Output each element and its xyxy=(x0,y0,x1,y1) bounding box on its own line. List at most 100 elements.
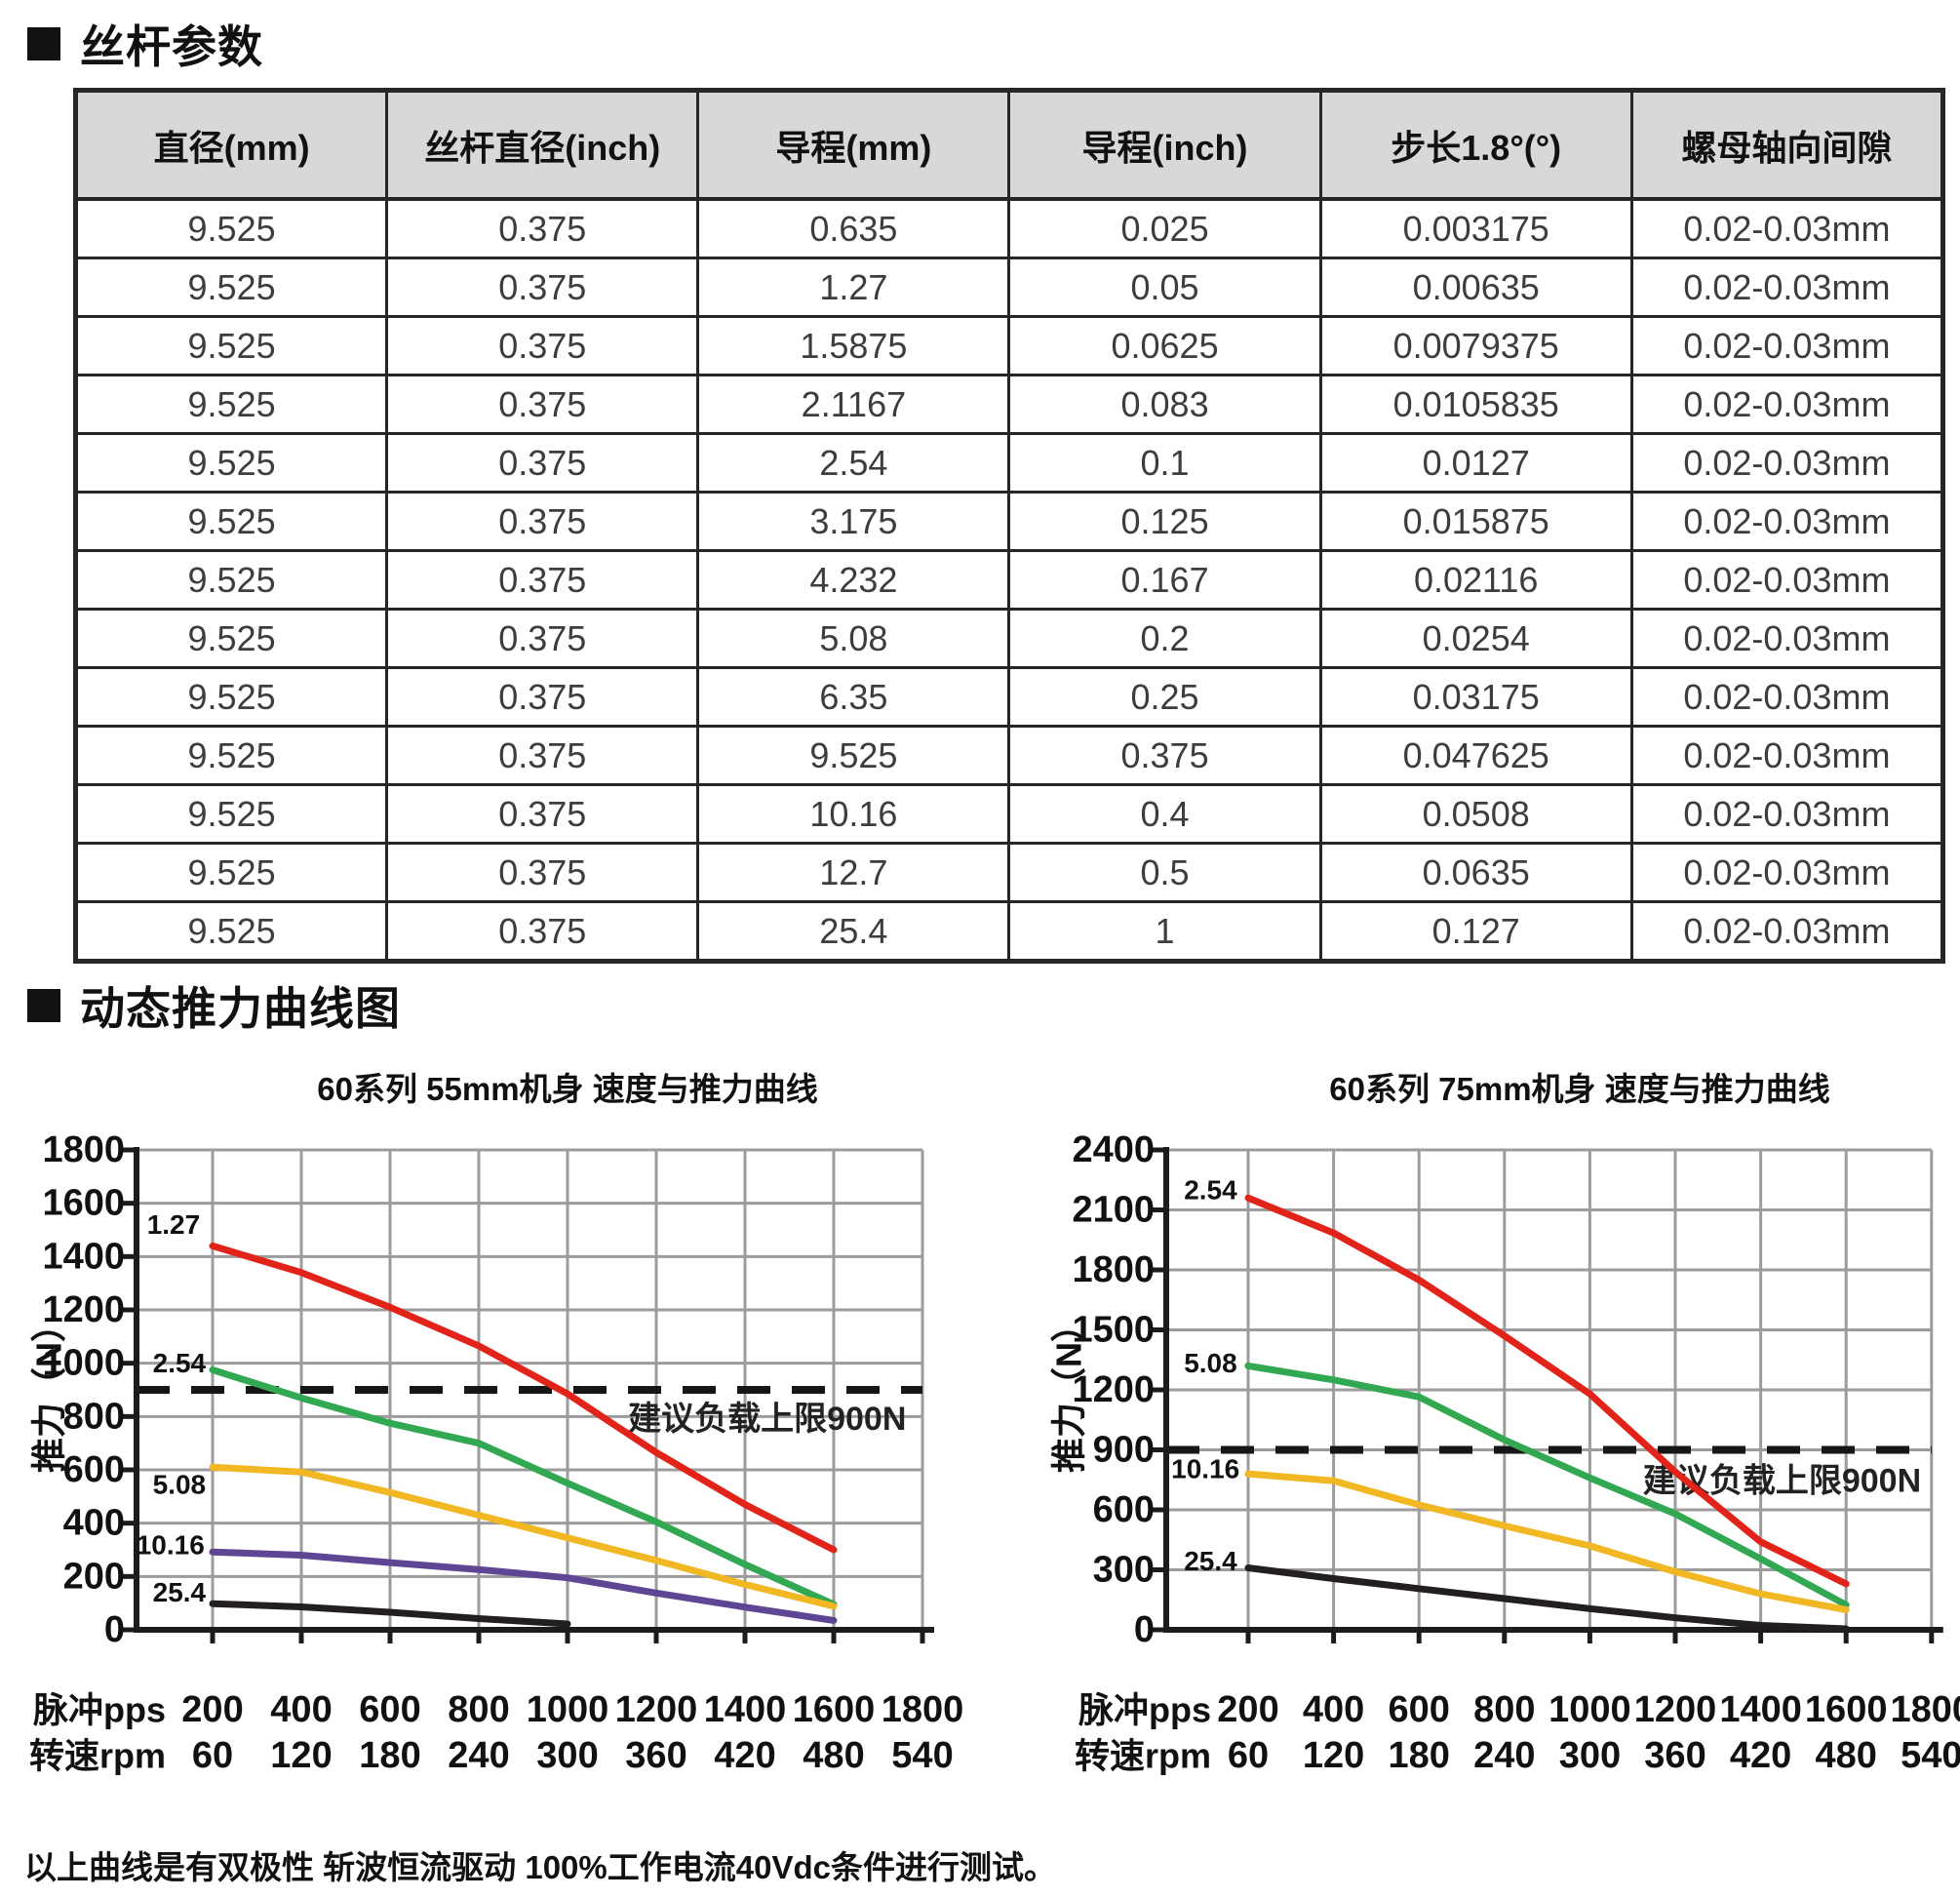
x-tick-label: 800 xyxy=(1473,1689,1535,1730)
table-row: 9.525 0.375 10.16 0.4 0.0508 0.02-0.03mm xyxy=(73,783,1945,845)
table-cell: 0.1 xyxy=(1007,432,1322,494)
table-cell: 0.02116 xyxy=(1318,549,1633,611)
table-cell: 0.03175 xyxy=(1318,666,1633,728)
table-cell: 0.375 xyxy=(385,432,700,494)
section-heading-thrust-curves: 动态推力曲线图 xyxy=(27,973,401,1038)
curve-25.4 xyxy=(209,1600,571,1628)
table-cell: 9.525 xyxy=(73,666,389,728)
table-cell: 9.525 xyxy=(73,197,389,259)
x-tick-label: 420 xyxy=(714,1735,775,1776)
y-tick-label: 900 xyxy=(1093,1430,1155,1471)
y-axis-unit-label: 推力（N） xyxy=(1049,1307,1089,1473)
y-tick-label: 200 xyxy=(63,1556,125,1597)
y-tick-label: 1000 xyxy=(42,1343,125,1384)
table-cell: 0.02-0.03mm xyxy=(1629,900,1945,963)
x-tick-label: 1000 xyxy=(527,1689,609,1730)
y-tick-label: 0 xyxy=(1134,1609,1155,1650)
table-cell: 0.127 xyxy=(1318,900,1633,963)
thrust-chart-55mm: 60系列 55mm机身 速度与推力曲线 建议负载上限900N 0 200 400 600… xyxy=(0,1034,985,1795)
x-row-header: 脉冲pps xyxy=(33,1690,166,1730)
table-cell: 9.525 xyxy=(73,900,389,963)
table-cell: 9.525 xyxy=(696,725,1011,786)
curve-label-10.16: 10.16 xyxy=(137,1530,205,1561)
table-cell: 0.00635 xyxy=(1318,257,1633,318)
curve-2.54 xyxy=(209,1366,838,1608)
x-tick-label: 540 xyxy=(1901,1735,1960,1776)
table-cell: 1 xyxy=(1007,900,1322,963)
y-tick-label: 1600 xyxy=(42,1183,125,1224)
x-tick-label: 1000 xyxy=(1548,1689,1631,1730)
table-header-row: 直径(mm) 丝杆直径(inch) 导程(mm) 导程(inch) 步长1.8°(°) 螺… xyxy=(73,89,1945,201)
curve-label-5.08: 5.08 xyxy=(1184,1348,1237,1378)
table-cell: 0.125 xyxy=(1007,491,1322,552)
table-cell: 0.0079375 xyxy=(1318,315,1633,376)
y-tick-label: 1800 xyxy=(42,1129,125,1170)
table-row: 9.525 0.375 3.175 0.125 0.015875 0.02-0.03mm xyxy=(73,491,1945,552)
section-bullet-icon xyxy=(27,27,60,60)
table-cell: 0.375 xyxy=(1007,725,1322,786)
x-tick-label: 1600 xyxy=(793,1689,876,1730)
table-row: 9.525 0.375 4.232 0.167 0.02116 0.02-0.03mm xyxy=(73,549,1945,611)
table-cell: 0.375 xyxy=(385,491,700,552)
curve-label-25.4: 25.4 xyxy=(1184,1546,1237,1576)
table-cell: 9.525 xyxy=(73,549,389,611)
table-cell: 9.525 xyxy=(73,374,389,435)
table-cell: 9.525 xyxy=(73,725,389,786)
table-cell: 4.232 xyxy=(696,549,1011,611)
y-tick-label: 400 xyxy=(63,1503,125,1544)
table-cell: 5.08 xyxy=(696,608,1011,669)
table-row: 9.525 0.375 25.4 1 0.127 0.02-0.03mm xyxy=(73,900,1945,963)
column-header: 导程(mm) xyxy=(696,89,1011,201)
table-cell: 0.5 xyxy=(1007,842,1322,903)
table-cell: 0.375 xyxy=(385,257,700,318)
table-cell: 12.7 xyxy=(696,842,1011,903)
table-cell: 1.5875 xyxy=(696,315,1011,376)
y-tick-label: 1800 xyxy=(1072,1249,1155,1290)
x-tick-label: 300 xyxy=(536,1735,598,1776)
x-row-header: 转速rpm xyxy=(29,1736,166,1776)
x-tick-label: 480 xyxy=(1815,1735,1876,1776)
table-cell: 9.525 xyxy=(73,315,389,376)
table-cell: 3.175 xyxy=(696,491,1011,552)
table-cell: 0.375 xyxy=(385,608,700,669)
table-cell: 0.375 xyxy=(385,374,700,435)
table-cell: 2.54 xyxy=(696,432,1011,494)
chart-title: 60系列 55mm机身 速度与推力曲线 xyxy=(317,1071,818,1107)
table-cell: 0.0508 xyxy=(1318,783,1633,845)
y-tick-label: 1200 xyxy=(42,1289,125,1330)
x-tick-label: 180 xyxy=(1388,1735,1449,1776)
column-header: 导程(inch) xyxy=(1007,89,1322,201)
table-cell: 0.375 xyxy=(385,549,700,611)
x-tick-label: 540 xyxy=(891,1735,953,1776)
curve-label-25.4: 25.4 xyxy=(153,1577,207,1607)
curve-10.16 xyxy=(1244,1470,1850,1613)
table-cell: 0.167 xyxy=(1007,549,1322,611)
table-cell: 0.02-0.03mm xyxy=(1629,666,1945,728)
y-tick-label: 600 xyxy=(1093,1489,1155,1530)
thrust-plot-55mm: 建议负载上限900N020040060080010001200140016001… xyxy=(29,1129,964,1776)
table-cell: 9.525 xyxy=(73,257,389,318)
curve-label-5.08: 5.08 xyxy=(153,1470,207,1500)
table-cell: 0.375 xyxy=(385,900,700,963)
x-tick-label: 1800 xyxy=(882,1689,964,1730)
curve-2.54 xyxy=(1244,1194,1850,1588)
x-tick-label: 400 xyxy=(1303,1689,1364,1730)
chart-title: 60系列 75mm机身 速度与推力曲线 xyxy=(1329,1071,1830,1107)
x-tick-label: 200 xyxy=(181,1689,243,1730)
table-cell: 0.0254 xyxy=(1318,608,1633,669)
table-row: 9.525 0.375 2.1167 0.083 0.0105835 0.02-0.03m… xyxy=(73,374,1945,435)
table-cell: 0.003175 xyxy=(1318,197,1633,259)
x-tick-label: 240 xyxy=(448,1735,509,1776)
table-cell: 10.16 xyxy=(696,783,1011,845)
table-cell: 0.25 xyxy=(1007,666,1322,728)
x-tick-label: 1400 xyxy=(704,1689,787,1730)
table-cell: 0.047625 xyxy=(1318,725,1633,786)
x-tick-label: 420 xyxy=(1730,1735,1791,1776)
screw-table: 直径(mm) 丝杆直径(inch) 导程(mm) 导程(inch) 步长1.8°(°) 螺… xyxy=(73,88,1945,964)
table-cell: 0.015875 xyxy=(1318,491,1633,552)
y-tick-label: 1200 xyxy=(1072,1369,1155,1410)
y-axis-unit-label: 推力（N） xyxy=(29,1307,69,1473)
curve-10.16 xyxy=(209,1548,838,1624)
section-heading-screw-params: 丝杆参数 xyxy=(27,12,263,76)
x-row-header: 转速rpm xyxy=(1075,1736,1211,1776)
